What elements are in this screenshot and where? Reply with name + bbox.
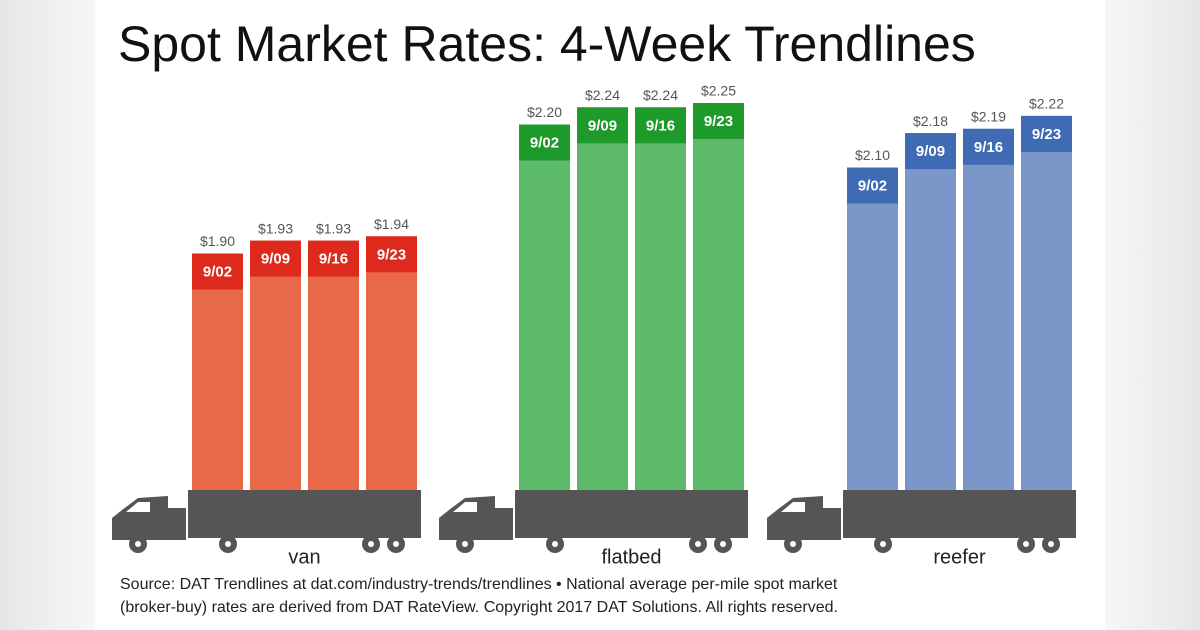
bar-date-label: 9/23: [704, 113, 733, 130]
bar: [250, 240, 301, 490]
truck-window: [453, 502, 477, 512]
truck-hub: [695, 541, 701, 547]
bar-cap: [905, 133, 956, 170]
bar-date-label: 9/16: [319, 251, 348, 268]
side-panel: [0, 0, 95, 630]
bar-date-label: 9/09: [588, 117, 617, 134]
bar: [308, 240, 359, 490]
bar-date-label: 9/09: [261, 251, 290, 268]
bar-cap: [250, 240, 301, 277]
truck-hub: [225, 541, 231, 547]
bar: [905, 133, 956, 490]
truck-cab: [767, 496, 841, 540]
value-label: $2.24: [643, 87, 678, 103]
category-label: reefer: [933, 546, 986, 568]
bar-date-label: 9/02: [858, 177, 887, 194]
source-note: Source: DAT Trendlines at dat.com/indust…: [120, 576, 838, 593]
value-label: $2.20: [527, 104, 562, 120]
bar-date-label: 9/02: [203, 263, 232, 280]
truck-hub: [135, 541, 141, 547]
truck-hub: [720, 541, 726, 547]
value-label: $1.90: [200, 233, 235, 249]
bar-date-label: 9/23: [377, 246, 406, 263]
truck-hub: [790, 541, 796, 547]
bar: [693, 103, 744, 490]
truck-cab: [112, 496, 186, 540]
bar-cap: [1021, 115, 1072, 152]
value-label: $2.22: [1029, 96, 1064, 112]
value-label: $2.18: [913, 113, 948, 129]
bar: [577, 107, 628, 491]
bar-cap: [519, 124, 570, 161]
bar-cap: [847, 167, 898, 204]
value-label: $2.24: [585, 87, 620, 103]
bar-cap: [308, 240, 359, 277]
value-label: $2.10: [855, 147, 890, 163]
truck-hub: [368, 541, 374, 547]
truck-hub: [1048, 541, 1054, 547]
bar: [192, 253, 243, 490]
bar: [635, 107, 686, 491]
source-note: (broker-buy) rates are derived from DAT …: [120, 599, 838, 616]
truck-hub: [552, 541, 558, 547]
value-label: $1.93: [258, 220, 293, 236]
bar-cap: [366, 236, 417, 273]
side-panel: [1105, 0, 1200, 630]
chart-title: Spot Market Rates: 4-Week Trendlines: [118, 16, 976, 72]
bar-cap: [635, 107, 686, 144]
bar: [1021, 115, 1072, 491]
bar-date-label: 9/16: [974, 139, 1003, 156]
category-label: flatbed: [601, 546, 661, 568]
truck-cab: [439, 496, 513, 540]
bar-date-label: 9/02: [530, 134, 559, 151]
truck-window: [126, 502, 150, 512]
bar-date-label: 9/23: [1032, 126, 1061, 143]
truck-hub: [393, 541, 399, 547]
truck-hub: [462, 541, 468, 547]
category-label: van: [288, 546, 320, 568]
value-label: $1.93: [316, 220, 351, 236]
value-label: $1.94: [374, 216, 409, 232]
truck-hub: [1023, 541, 1029, 547]
value-label: $2.19: [971, 109, 1006, 125]
truck-trailer: [515, 490, 748, 538]
bar-cap: [963, 128, 1014, 165]
bar: [963, 128, 1014, 491]
value-label: $2.25: [701, 83, 736, 99]
bar-date-label: 9/16: [646, 117, 675, 134]
truck-hub: [880, 541, 886, 547]
bar: [519, 124, 570, 490]
truck-trailer: [843, 490, 1076, 538]
bar-cap: [192, 253, 243, 290]
bar-cap: [693, 103, 744, 139]
truck-window: [781, 502, 805, 512]
bar-date-label: 9/09: [916, 143, 945, 160]
bar: [366, 236, 417, 490]
truck-trailer: [188, 490, 421, 538]
bar: [847, 167, 898, 490]
bar-cap: [577, 107, 628, 144]
